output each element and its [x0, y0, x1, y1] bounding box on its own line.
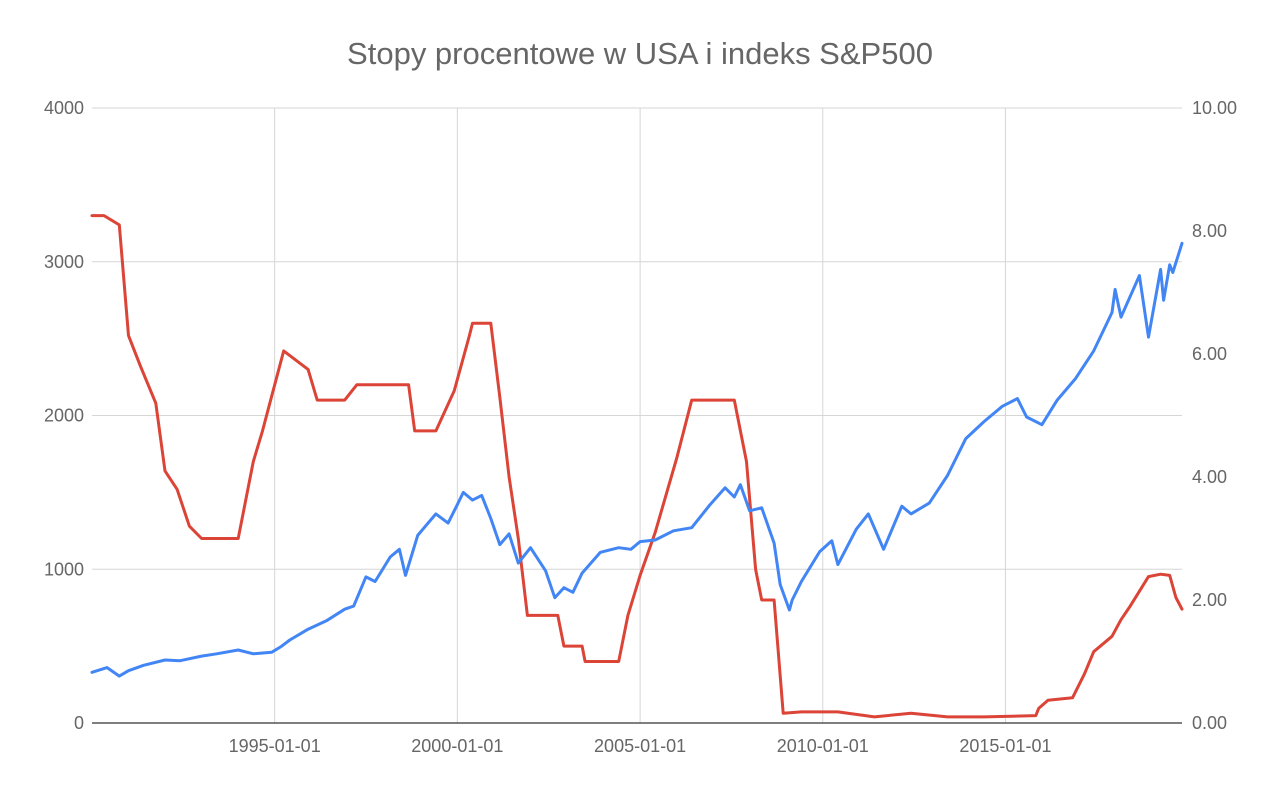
- x-tick-label: 2000-01-01: [411, 736, 503, 756]
- grid-horizontal: [92, 107, 1182, 570]
- grid-vertical: [274, 108, 1006, 723]
- x-tick-label: 2005-01-01: [594, 736, 686, 756]
- x-tick-label: 2015-01-01: [959, 736, 1051, 756]
- y-left-tick-label: 0: [74, 713, 84, 733]
- y-right-tick-label: 2.00: [1192, 590, 1227, 610]
- y-right-tick-label: 10.00: [1192, 98, 1237, 118]
- chart-title: Stopy procentowe w USA i indeks S&P500: [347, 36, 933, 71]
- y-right-tick-label: 0.00: [1192, 713, 1227, 733]
- y-axis-left: 0 1000 2000 3000 4000: [44, 98, 84, 733]
- y-left-tick-label: 3000: [44, 252, 84, 272]
- series-layer: [90, 214, 1184, 719]
- y-right-tick-label: 4.00: [1192, 467, 1227, 487]
- y-axis-right: 0.00 2.00 4.00 6.00 8.00 10.00: [1192, 98, 1237, 733]
- series-line-sp500: [90, 241, 1184, 678]
- y-right-tick-label: 8.00: [1192, 221, 1227, 241]
- x-axis: 1995-01-01 2000-01-01 2005-01-01 2010-01-01…: [229, 736, 1052, 756]
- series-line-interest-rate: [90, 214, 1184, 719]
- y-left-tick-label: 1000: [44, 559, 84, 579]
- x-tick-label: 2010-01-01: [777, 736, 869, 756]
- y-right-tick-label: 6.00: [1192, 344, 1227, 364]
- y-left-tick-label: 4000: [44, 98, 84, 118]
- y-left-tick-label: 2000: [44, 406, 84, 426]
- x-tick-label: 1995-01-01: [229, 736, 321, 756]
